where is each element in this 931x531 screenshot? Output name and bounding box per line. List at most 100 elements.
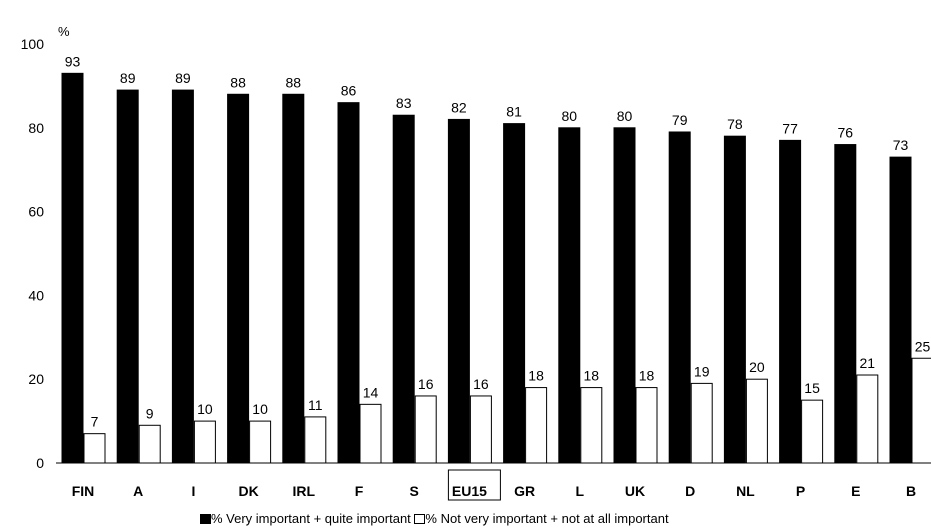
legend-item-series-2: % Not very important + not at all import…	[414, 511, 669, 526]
bar-not-important-irl	[304, 416, 327, 464]
bars-group	[61, 72, 931, 464]
bar-not-important-l	[580, 387, 603, 464]
category-label-nl: NL	[736, 483, 755, 499]
value-label-not-important-d: 19	[694, 363, 710, 379]
legend: % Very important + quite important % Not…	[200, 511, 669, 526]
bar-important-l	[558, 127, 581, 464]
bar-not-important-i	[193, 420, 216, 464]
bar-not-important-fin	[83, 433, 106, 464]
y-tick-label: 80	[28, 120, 44, 136]
category-label-i: I	[191, 483, 195, 499]
value-label-important-uk: 80	[617, 108, 633, 124]
value-label-not-important-dk: 10	[252, 401, 268, 417]
bar-not-important-dk	[249, 420, 272, 464]
bar-important-i	[171, 89, 194, 464]
y-tick-label: 40	[28, 287, 44, 303]
legend-item-series-1: % Very important + quite important	[200, 511, 411, 526]
value-label-important-dk: 88	[230, 74, 246, 90]
bar-important-f	[337, 102, 360, 464]
bar-important-dk	[227, 93, 250, 464]
value-label-important-p: 77	[782, 120, 798, 136]
category-label-gr: GR	[514, 483, 535, 499]
value-label-not-important-b: 25	[915, 338, 931, 354]
y-tick-label: 20	[28, 371, 44, 387]
y-tick-label: 100	[21, 36, 45, 52]
category-label-b: B	[906, 483, 916, 499]
value-label-not-important-p: 15	[804, 380, 820, 396]
bar-not-important-nl	[745, 378, 768, 464]
y-tick-label: 0	[36, 455, 44, 471]
bar-not-important-eu15	[469, 395, 492, 464]
bar-important-nl	[723, 135, 746, 464]
legend-swatch-white	[414, 514, 426, 524]
category-label-eu15: EU15	[452, 483, 487, 499]
value-label-not-important-gr: 18	[528, 368, 544, 384]
value-label-important-d: 79	[672, 112, 688, 128]
bar-not-important-a	[138, 424, 161, 464]
bar-not-important-e	[856, 374, 879, 464]
value-label-important-s: 83	[396, 95, 412, 111]
value-label-important-b: 73	[893, 137, 909, 153]
value-label-not-important-irl: 11	[308, 397, 323, 413]
category-labels-group: FIN A I DK IRL F S EU15 GR L UK D NL P E B	[72, 469, 916, 501]
bar-important-gr	[503, 123, 526, 464]
value-label-important-fin: 93	[65, 53, 81, 69]
value-label-not-important-i: 10	[197, 401, 213, 417]
category-label-s: S	[410, 483, 419, 499]
value-label-not-important-s: 16	[418, 376, 434, 392]
value-label-not-important-fin: 7	[91, 414, 99, 430]
value-label-important-f: 86	[341, 83, 357, 99]
value-label-important-i: 89	[175, 70, 191, 86]
bar-important-e	[834, 144, 857, 464]
bar-important-irl	[282, 93, 305, 464]
bar-important-uk	[613, 127, 636, 464]
value-label-important-l: 80	[562, 108, 578, 124]
value-label-important-irl: 88	[286, 74, 302, 90]
category-label-a: A	[133, 483, 143, 499]
value-label-not-important-eu15: 16	[473, 376, 489, 392]
legend-label-series-2: % Not very important + not at all import…	[425, 511, 669, 526]
category-label-l: L	[576, 483, 585, 499]
bar-not-important-p	[801, 399, 824, 464]
value-label-not-important-l: 18	[584, 368, 600, 384]
bar-not-important-f	[359, 403, 382, 464]
category-label-d: D	[685, 483, 695, 499]
bar-important-a	[116, 89, 139, 464]
bar-important-d	[668, 131, 691, 464]
value-label-important-gr: 81	[506, 104, 522, 120]
category-label-irl: IRL	[293, 483, 316, 499]
value-label-not-important-e: 21	[860, 355, 876, 371]
y-axis-ticks: 0 20 40 60 80 100	[21, 36, 45, 471]
category-highlight-box	[447, 469, 501, 501]
category-label-fin: FIN	[72, 483, 95, 499]
bar-not-important-s	[414, 395, 437, 464]
y-tick-label: 60	[28, 204, 44, 220]
bar-important-p	[779, 139, 802, 464]
value-label-important-e: 76	[838, 125, 854, 141]
bar-important-b	[889, 156, 912, 464]
value-label-important-a: 89	[120, 70, 136, 86]
bar-important-fin	[61, 72, 84, 464]
bar-important-eu15	[447, 118, 470, 464]
category-label-dk: DK	[238, 483, 258, 499]
y-axis-unit-label: %	[58, 24, 70, 39]
legend-label-series-1: % Very important + quite important	[211, 511, 411, 526]
category-label-uk: UK	[625, 483, 645, 499]
bar-not-important-b	[911, 357, 931, 464]
value-label-important-eu15: 82	[451, 99, 467, 115]
value-label-not-important-uk: 18	[639, 368, 655, 384]
legend-swatch-black	[200, 514, 211, 524]
category-label-e: E	[851, 483, 860, 499]
bar-not-important-uk	[635, 387, 658, 464]
value-label-not-important-a: 9	[146, 405, 154, 421]
value-label-not-important-nl: 20	[749, 359, 765, 375]
bar-not-important-gr	[525, 387, 548, 464]
value-label-not-important-f: 14	[363, 384, 379, 400]
value-label-important-nl: 78	[727, 116, 743, 132]
value-labels-group: 93 7 89 9 89 10 88 10 88 11 86 14 83 16 82 16 81 18 80 18 80…	[65, 53, 931, 429]
bar-important-s	[392, 114, 415, 464]
category-label-f: F	[355, 483, 364, 499]
category-label-p: P	[796, 483, 805, 499]
bar-not-important-d	[690, 382, 713, 464]
